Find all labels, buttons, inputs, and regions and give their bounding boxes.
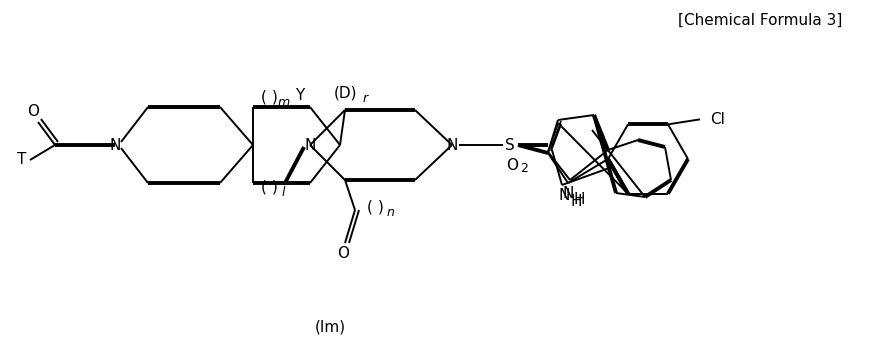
Text: O: O: [337, 246, 349, 262]
Text: N: N: [447, 137, 457, 153]
Text: [Chemical Formula 3]: [Chemical Formula 3]: [678, 12, 842, 27]
Text: (: (: [367, 200, 373, 214]
Text: N: N: [305, 137, 316, 153]
Text: O: O: [506, 158, 518, 173]
Text: 2: 2: [520, 162, 528, 175]
Text: N: N: [559, 189, 570, 203]
Text: O: O: [27, 104, 39, 119]
Text: H: H: [574, 191, 585, 207]
Text: n: n: [386, 206, 394, 218]
Text: (Im): (Im): [314, 320, 345, 334]
Text: ): ): [272, 180, 278, 195]
Text: (: (: [261, 89, 267, 104]
Text: (: (: [261, 180, 267, 195]
Text: l: l: [281, 186, 285, 198]
Text: ): ): [378, 200, 384, 214]
Text: (D): (D): [333, 86, 357, 100]
Text: m: m: [278, 95, 290, 109]
Text: H: H: [570, 195, 582, 209]
Text: N: N: [109, 137, 121, 153]
Text: Cl: Cl: [710, 112, 725, 127]
Text: Y: Y: [296, 87, 305, 103]
Text: N: N: [562, 186, 574, 201]
Text: T: T: [17, 153, 27, 168]
Text: S: S: [505, 137, 515, 153]
Text: ): ): [272, 89, 278, 104]
Text: r: r: [362, 92, 368, 104]
